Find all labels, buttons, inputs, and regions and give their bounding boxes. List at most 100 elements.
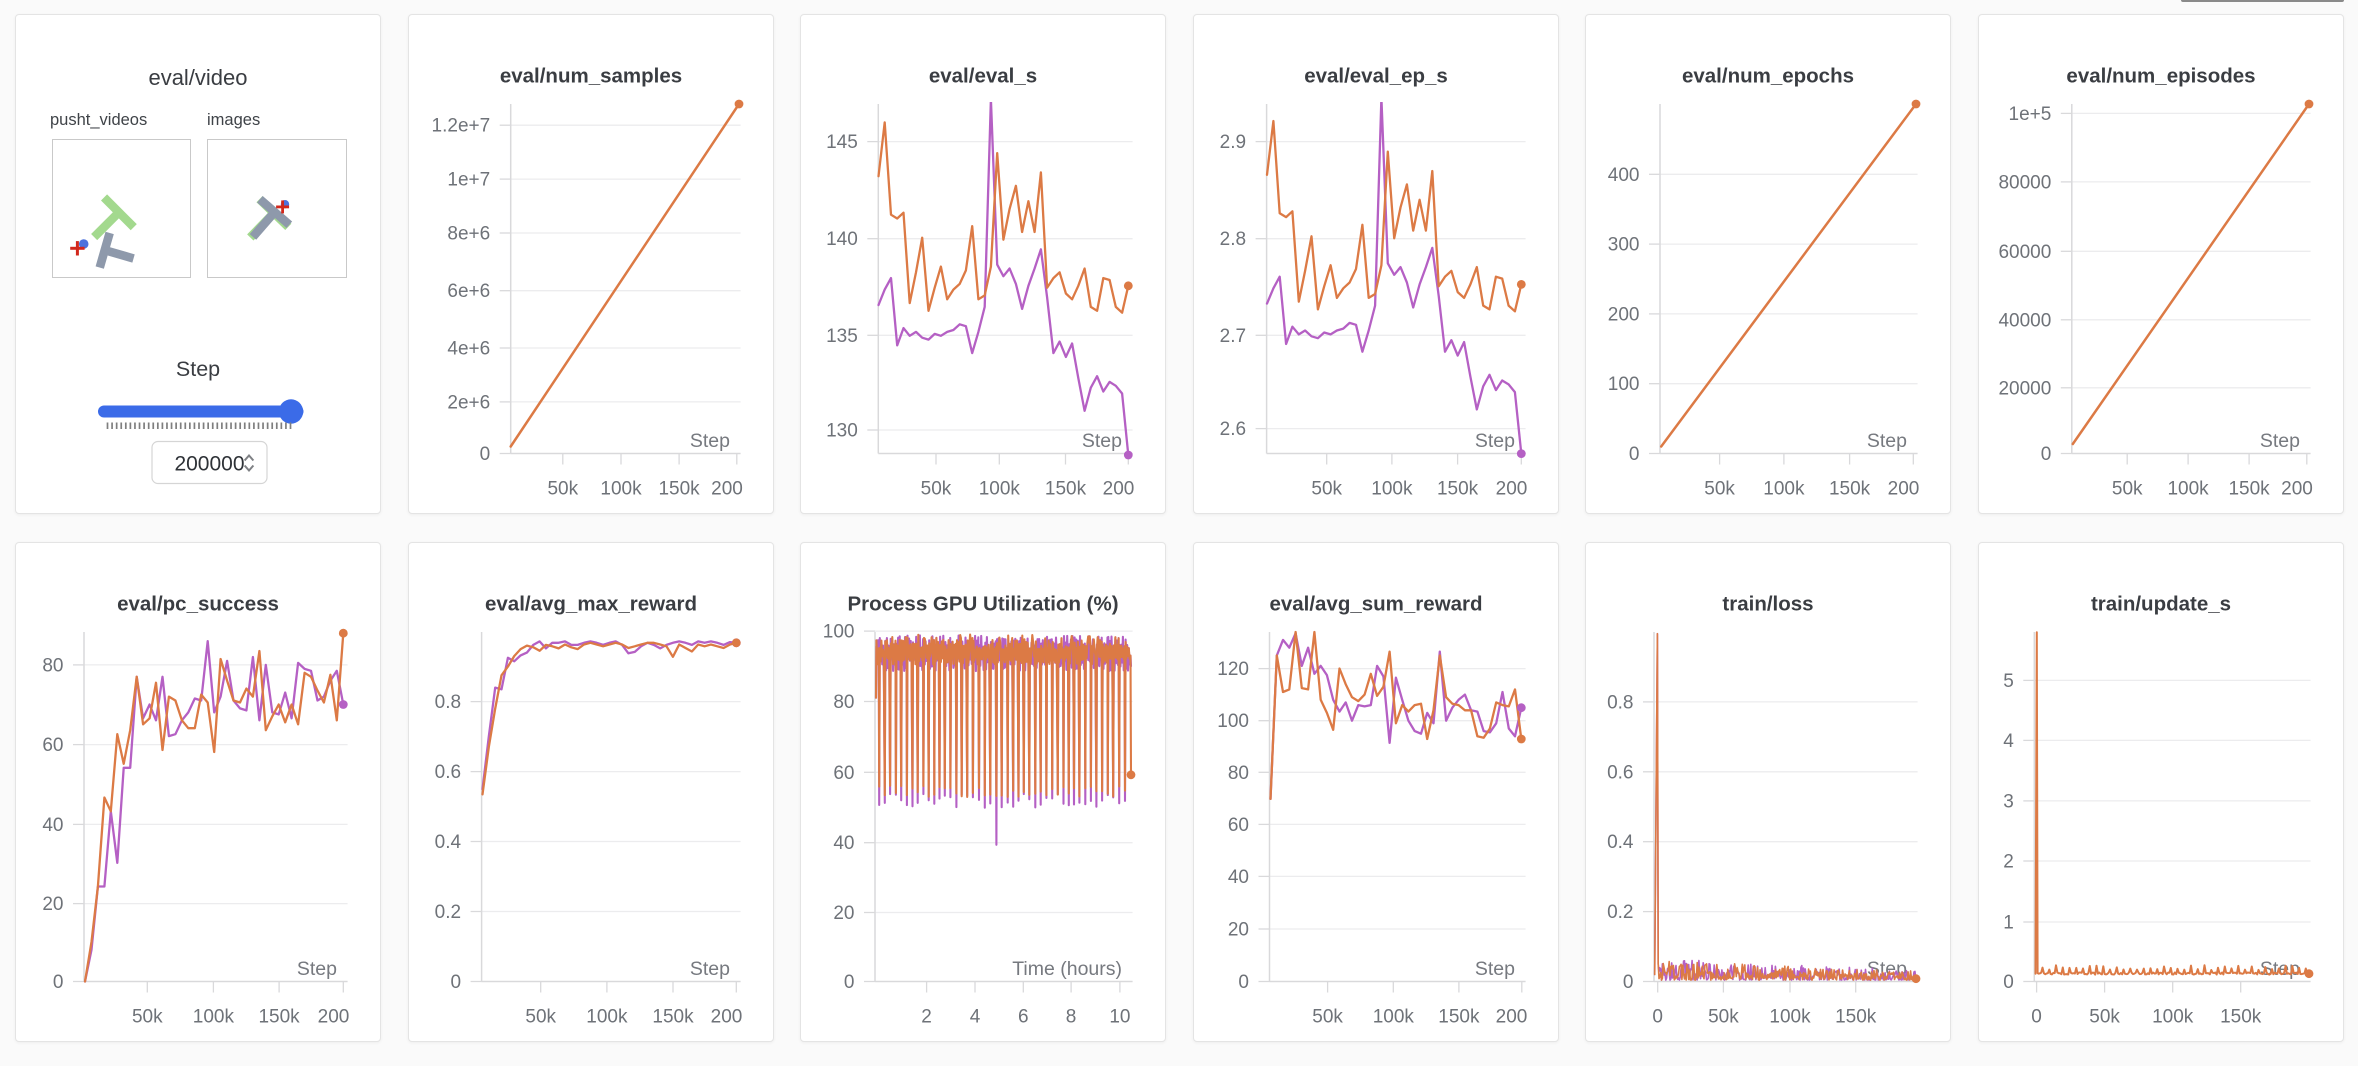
svg-text:100k: 100k	[979, 478, 1021, 499]
svg-text:4e+6: 4e+6	[447, 338, 490, 359]
svg-text:145: 145	[826, 132, 858, 153]
svg-text:1.2e+7: 1.2e+7	[431, 115, 490, 136]
svg-text:50k: 50k	[525, 1006, 556, 1027]
svg-text:200: 200	[1608, 304, 1640, 325]
svg-text:Step: Step	[1474, 958, 1514, 980]
svg-text:200: 200	[1495, 478, 1527, 499]
svg-text:100k: 100k	[1372, 1006, 1414, 1027]
svg-text:eval/num_episodes: eval/num_episodes	[2066, 64, 2255, 87]
svg-text:150k: 150k	[2220, 1006, 2262, 1027]
svg-text:100k: 100k	[193, 1006, 235, 1027]
svg-text:200: 200	[710, 1006, 742, 1027]
svg-text:50k: 50k	[2089, 1006, 2120, 1027]
svg-text:50k: 50k	[1704, 478, 1735, 499]
svg-text:150k: 150k	[2228, 478, 2270, 499]
svg-text:200: 200	[1495, 1006, 1527, 1027]
svg-text:200: 200	[318, 1006, 350, 1027]
svg-text:0.6: 0.6	[434, 762, 460, 783]
svg-text:20000: 20000	[1998, 378, 2051, 399]
svg-text:100: 100	[1217, 711, 1249, 732]
svg-text:400: 400	[1608, 164, 1640, 185]
svg-text:eval/eval_s: eval/eval_s	[929, 64, 1037, 87]
svg-text:Step: Step	[2259, 430, 2299, 452]
svg-text:50k: 50k	[1312, 1006, 1343, 1027]
svg-text:0: 0	[2031, 1006, 2042, 1027]
svg-text:2: 2	[921, 1006, 932, 1027]
svg-text:20: 20	[42, 894, 63, 915]
svg-text:80000: 80000	[1998, 172, 2051, 193]
svg-text:2.7: 2.7	[1219, 325, 1245, 346]
svg-text:Step: Step	[1867, 430, 1907, 452]
svg-text:50k: 50k	[1311, 478, 1342, 499]
svg-text:0.8: 0.8	[1607, 692, 1633, 713]
svg-text:6: 6	[1018, 1006, 1029, 1027]
svg-text:40: 40	[42, 814, 63, 835]
svg-text:1e+7: 1e+7	[447, 169, 490, 190]
svg-text:4: 4	[970, 1006, 981, 1027]
svg-text:0.2: 0.2	[1607, 902, 1633, 923]
svg-text:Process GPU Utilization (%): Process GPU Utilization (%)	[847, 592, 1118, 615]
svg-text:150k: 150k	[652, 1006, 694, 1027]
svg-text:0.2: 0.2	[434, 902, 460, 923]
svg-text:40: 40	[833, 833, 854, 854]
svg-text:2.6: 2.6	[1219, 419, 1245, 440]
svg-text:eval/avg_sum_reward: eval/avg_sum_reward	[1269, 592, 1482, 615]
svg-text:60: 60	[833, 762, 854, 783]
svg-text:0.6: 0.6	[1607, 762, 1633, 783]
svg-text:100: 100	[1608, 374, 1640, 395]
svg-text:0: 0	[1652, 1006, 1663, 1027]
svg-text:eval/avg_max_reward: eval/avg_max_reward	[485, 592, 697, 615]
svg-text:0.4: 0.4	[434, 832, 461, 853]
svg-text:300: 300	[1608, 234, 1640, 255]
svg-text:135: 135	[826, 325, 858, 346]
svg-text:eval/num_epochs: eval/num_epochs	[1682, 64, 1854, 87]
svg-text:8e+6: 8e+6	[447, 223, 490, 244]
svg-text:80: 80	[1227, 762, 1248, 783]
svg-text:2e+6: 2e+6	[447, 392, 490, 413]
svg-text:100k: 100k	[1763, 478, 1805, 499]
svg-text:100: 100	[823, 621, 855, 642]
svg-text:100k: 100k	[2167, 478, 2209, 499]
svg-text:200: 200	[1888, 478, 1920, 499]
svg-text:0: 0	[844, 972, 855, 993]
svg-text:0: 0	[1623, 972, 1634, 993]
svg-text:Step: Step	[689, 958, 729, 980]
svg-text:eval/num_samples: eval/num_samples	[499, 64, 681, 87]
svg-text:150k: 150k	[258, 1006, 300, 1027]
svg-text:150k: 150k	[1045, 478, 1087, 499]
svg-text:50k: 50k	[921, 478, 952, 499]
svg-text:150k: 150k	[658, 478, 700, 499]
svg-text:200: 200	[1103, 478, 1135, 499]
svg-text:0: 0	[1238, 972, 1249, 993]
svg-text:2: 2	[2003, 851, 2014, 872]
svg-text:100k: 100k	[1769, 1006, 1811, 1027]
svg-text:80: 80	[833, 692, 854, 713]
svg-text:140: 140	[826, 229, 858, 250]
svg-text:40: 40	[1227, 866, 1248, 887]
svg-text:150k: 150k	[1829, 478, 1871, 499]
svg-text:200: 200	[711, 478, 743, 499]
svg-text:130: 130	[826, 420, 858, 441]
svg-text:5: 5	[2003, 670, 2014, 691]
svg-text:0: 0	[2003, 972, 2014, 993]
svg-text:eval/pc_success: eval/pc_success	[117, 592, 279, 615]
svg-text:Step: Step	[1082, 430, 1122, 452]
svg-text:0.4: 0.4	[1607, 832, 1634, 853]
svg-text:0: 0	[479, 444, 490, 465]
svg-text:6e+6: 6e+6	[447, 281, 490, 302]
svg-text:Time (hours): Time (hours)	[1012, 958, 1122, 980]
svg-text:0: 0	[1629, 444, 1640, 465]
svg-text:0: 0	[2040, 444, 2051, 465]
svg-text:2.8: 2.8	[1219, 229, 1245, 250]
svg-text:40000: 40000	[1998, 310, 2051, 331]
svg-text:eval/eval_ep_s: eval/eval_ep_s	[1304, 64, 1448, 87]
svg-text:150k: 150k	[1438, 1006, 1480, 1027]
svg-text:100k: 100k	[586, 1006, 628, 1027]
svg-text:1e+5: 1e+5	[2008, 103, 2051, 124]
svg-text:80: 80	[42, 655, 63, 676]
svg-text:200000: 200000	[174, 452, 244, 475]
svg-text:60: 60	[42, 735, 63, 756]
svg-text:20: 20	[833, 903, 854, 924]
svg-text:50k: 50k	[132, 1006, 163, 1027]
svg-text:1: 1	[2003, 912, 2014, 933]
